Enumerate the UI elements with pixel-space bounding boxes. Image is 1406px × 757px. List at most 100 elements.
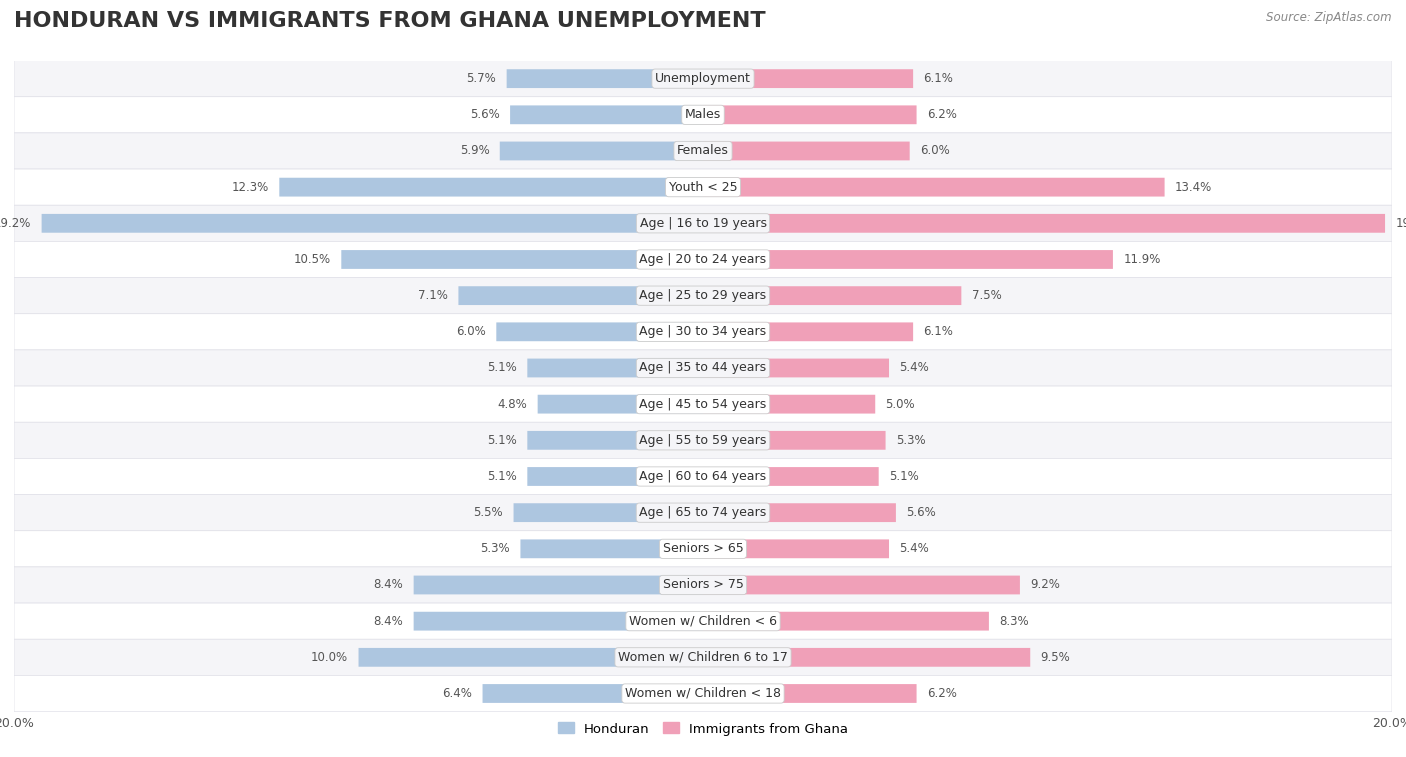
- Text: 10.0%: 10.0%: [311, 651, 349, 664]
- FancyBboxPatch shape: [703, 648, 1031, 667]
- Text: 5.3%: 5.3%: [896, 434, 925, 447]
- Text: Women w/ Children 6 to 17: Women w/ Children 6 to 17: [619, 651, 787, 664]
- FancyBboxPatch shape: [458, 286, 703, 305]
- FancyBboxPatch shape: [537, 394, 703, 413]
- Text: 5.6%: 5.6%: [907, 506, 936, 519]
- FancyBboxPatch shape: [14, 386, 1392, 422]
- Text: 10.5%: 10.5%: [294, 253, 330, 266]
- Text: 5.6%: 5.6%: [470, 108, 499, 121]
- Text: 5.1%: 5.1%: [488, 362, 517, 375]
- Text: Age | 16 to 19 years: Age | 16 to 19 years: [640, 217, 766, 230]
- FancyBboxPatch shape: [14, 494, 1392, 531]
- Text: 5.1%: 5.1%: [488, 434, 517, 447]
- FancyBboxPatch shape: [499, 142, 703, 160]
- Text: 19.2%: 19.2%: [0, 217, 31, 230]
- FancyBboxPatch shape: [703, 214, 1385, 232]
- Text: 8.3%: 8.3%: [1000, 615, 1029, 628]
- Text: 8.4%: 8.4%: [374, 578, 404, 591]
- Text: 9.2%: 9.2%: [1031, 578, 1060, 591]
- Text: 8.4%: 8.4%: [374, 615, 404, 628]
- FancyBboxPatch shape: [14, 97, 1392, 133]
- FancyBboxPatch shape: [527, 467, 703, 486]
- FancyBboxPatch shape: [14, 313, 1392, 350]
- FancyBboxPatch shape: [703, 178, 1164, 197]
- FancyBboxPatch shape: [703, 69, 912, 88]
- FancyBboxPatch shape: [703, 322, 912, 341]
- FancyBboxPatch shape: [14, 169, 1392, 205]
- Text: Age | 20 to 24 years: Age | 20 to 24 years: [640, 253, 766, 266]
- Text: 6.2%: 6.2%: [927, 687, 956, 700]
- Text: 6.0%: 6.0%: [920, 145, 950, 157]
- FancyBboxPatch shape: [342, 250, 703, 269]
- Text: 5.4%: 5.4%: [900, 362, 929, 375]
- Text: 7.1%: 7.1%: [418, 289, 449, 302]
- FancyBboxPatch shape: [14, 350, 1392, 386]
- Text: 6.0%: 6.0%: [456, 326, 486, 338]
- FancyBboxPatch shape: [703, 359, 889, 378]
- FancyBboxPatch shape: [520, 540, 703, 558]
- Text: 19.8%: 19.8%: [1395, 217, 1406, 230]
- Text: 13.4%: 13.4%: [1175, 181, 1212, 194]
- FancyBboxPatch shape: [703, 394, 875, 413]
- FancyBboxPatch shape: [510, 105, 703, 124]
- FancyBboxPatch shape: [14, 675, 1392, 712]
- FancyBboxPatch shape: [14, 567, 1392, 603]
- FancyBboxPatch shape: [703, 142, 910, 160]
- Text: HONDURAN VS IMMIGRANTS FROM GHANA UNEMPLOYMENT: HONDURAN VS IMMIGRANTS FROM GHANA UNEMPL…: [14, 11, 766, 31]
- Text: 5.1%: 5.1%: [488, 470, 517, 483]
- FancyBboxPatch shape: [14, 422, 1392, 459]
- FancyBboxPatch shape: [14, 205, 1392, 241]
- Text: 9.5%: 9.5%: [1040, 651, 1070, 664]
- Text: 4.8%: 4.8%: [498, 397, 527, 410]
- FancyBboxPatch shape: [527, 431, 703, 450]
- FancyBboxPatch shape: [703, 431, 886, 450]
- FancyBboxPatch shape: [42, 214, 703, 232]
- FancyBboxPatch shape: [703, 612, 988, 631]
- FancyBboxPatch shape: [14, 639, 1392, 675]
- Text: 5.5%: 5.5%: [474, 506, 503, 519]
- Text: Seniors > 65: Seniors > 65: [662, 542, 744, 556]
- FancyBboxPatch shape: [359, 648, 703, 667]
- FancyBboxPatch shape: [703, 105, 917, 124]
- FancyBboxPatch shape: [527, 359, 703, 378]
- FancyBboxPatch shape: [703, 503, 896, 522]
- Text: 5.3%: 5.3%: [481, 542, 510, 556]
- Text: Women w/ Children < 18: Women w/ Children < 18: [626, 687, 780, 700]
- Text: 12.3%: 12.3%: [232, 181, 269, 194]
- Text: 11.9%: 11.9%: [1123, 253, 1160, 266]
- Text: 6.2%: 6.2%: [927, 108, 956, 121]
- FancyBboxPatch shape: [513, 503, 703, 522]
- Text: 6.1%: 6.1%: [924, 72, 953, 85]
- Text: 5.0%: 5.0%: [886, 397, 915, 410]
- FancyBboxPatch shape: [14, 278, 1392, 313]
- Text: Source: ZipAtlas.com: Source: ZipAtlas.com: [1267, 11, 1392, 24]
- Text: Age | 60 to 64 years: Age | 60 to 64 years: [640, 470, 766, 483]
- Text: Males: Males: [685, 108, 721, 121]
- Legend: Honduran, Immigrants from Ghana: Honduran, Immigrants from Ghana: [553, 717, 853, 741]
- FancyBboxPatch shape: [496, 322, 703, 341]
- FancyBboxPatch shape: [506, 69, 703, 88]
- FancyBboxPatch shape: [703, 250, 1114, 269]
- FancyBboxPatch shape: [14, 459, 1392, 494]
- FancyBboxPatch shape: [14, 531, 1392, 567]
- Text: Age | 35 to 44 years: Age | 35 to 44 years: [640, 362, 766, 375]
- FancyBboxPatch shape: [703, 286, 962, 305]
- FancyBboxPatch shape: [280, 178, 703, 197]
- FancyBboxPatch shape: [14, 133, 1392, 169]
- FancyBboxPatch shape: [14, 241, 1392, 278]
- Text: Age | 55 to 59 years: Age | 55 to 59 years: [640, 434, 766, 447]
- FancyBboxPatch shape: [703, 467, 879, 486]
- Text: Seniors > 75: Seniors > 75: [662, 578, 744, 591]
- Text: Age | 65 to 74 years: Age | 65 to 74 years: [640, 506, 766, 519]
- FancyBboxPatch shape: [413, 575, 703, 594]
- Text: 5.1%: 5.1%: [889, 470, 918, 483]
- Text: Women w/ Children < 6: Women w/ Children < 6: [628, 615, 778, 628]
- FancyBboxPatch shape: [703, 684, 917, 703]
- Text: Females: Females: [678, 145, 728, 157]
- FancyBboxPatch shape: [14, 603, 1392, 639]
- Text: Age | 25 to 29 years: Age | 25 to 29 years: [640, 289, 766, 302]
- Text: Age | 45 to 54 years: Age | 45 to 54 years: [640, 397, 766, 410]
- Text: Youth < 25: Youth < 25: [669, 181, 737, 194]
- Text: 6.1%: 6.1%: [924, 326, 953, 338]
- FancyBboxPatch shape: [703, 540, 889, 558]
